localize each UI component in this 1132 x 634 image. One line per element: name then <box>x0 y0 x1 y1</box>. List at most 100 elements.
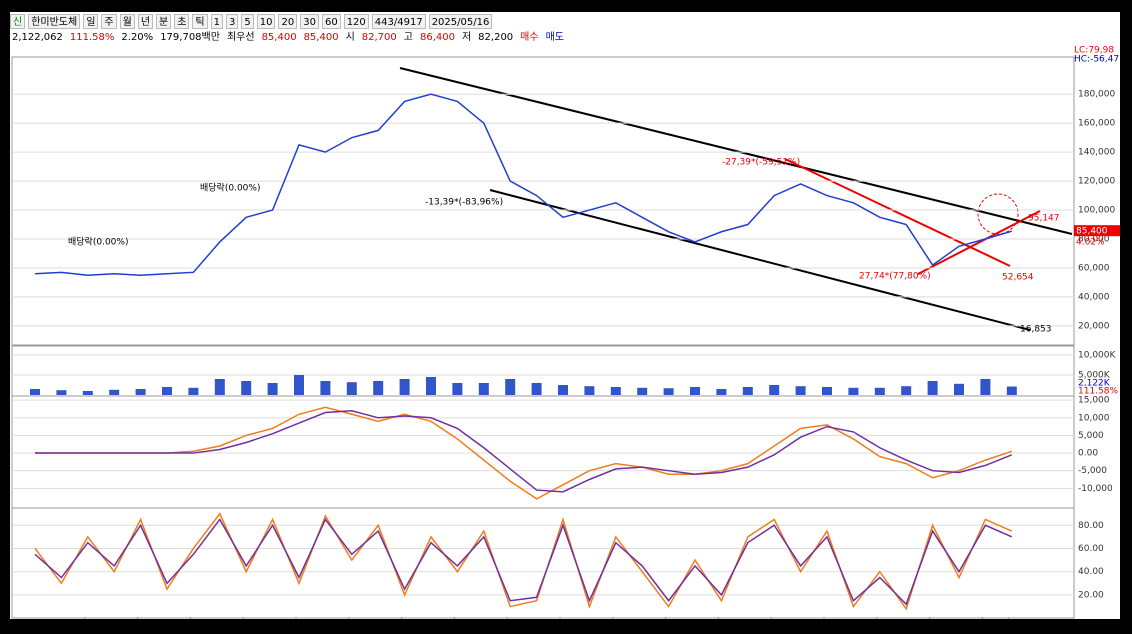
annotation: 16,853 <box>1020 325 1052 335</box>
volume-bar <box>267 383 278 395</box>
volume-bar <box>426 377 436 395</box>
volume-bar <box>769 385 780 395</box>
volume-bar <box>822 387 832 395</box>
y-tick-label: 5,000K <box>1078 371 1111 381</box>
period-button[interactable]: 20 <box>278 14 298 29</box>
period-button[interactable]: 주 <box>101 14 117 29</box>
info-item: 82,200 <box>478 32 514 43</box>
volume-bar <box>241 381 252 395</box>
count: 443/4917 <box>371 14 426 29</box>
change: 4.02% <box>1076 238 1105 248</box>
panel <box>11 507 1075 619</box>
info-item: 111.58% <box>69 32 115 43</box>
y-tick-label: 180,000 <box>1078 90 1115 100</box>
series-line <box>34 93 1013 276</box>
lc: LC:79,98 <box>1074 46 1114 56</box>
stock-name: 한미반도체 <box>28 14 81 29</box>
volume-bar <box>610 387 621 395</box>
period-button[interactable]: 120 <box>343 14 369 29</box>
volume-bar <box>716 389 727 395</box>
toolbar: 신 한미반도체 일 주 월 년 분 초 틱 1 3 5 10 20 30 60 120 443/4917 2025/… <box>10 14 493 29</box>
y-tick-label: 10,000K <box>1078 351 1116 361</box>
period-button[interactable]: 분 <box>156 14 172 29</box>
period-button[interactable]: 60 <box>321 14 341 29</box>
info-item: 2,122,062 <box>12 32 63 43</box>
volume-bar <box>874 387 885 395</box>
period-button[interactable]: 초 <box>174 14 190 29</box>
y-tick-label: 140,000 <box>1078 148 1115 158</box>
y-tick-label: 60,000 <box>1078 263 1110 273</box>
volume-bar <box>795 386 806 395</box>
volume-bar <box>742 387 753 395</box>
y-tick-label: -10,000 <box>1078 484 1113 494</box>
volume-bar <box>399 379 410 395</box>
volume-bar <box>901 386 912 395</box>
info-item: 2.20% <box>121 32 154 43</box>
info-bar: 2,122,062 111.58% 2.20% 179,708백만 최우선 85,400 8… <box>10 30 566 45</box>
volume-bar <box>558 385 568 395</box>
volume-bar <box>505 379 516 395</box>
volume-bar <box>584 386 595 395</box>
period-button[interactable]: 5 <box>241 14 254 29</box>
period-button[interactable]: 1 <box>210 14 223 29</box>
annotation: -13,39*(-83,96%) <box>425 198 503 208</box>
volume-bar <box>135 389 146 395</box>
y-tick-label: 40.00 <box>1078 567 1104 577</box>
volume-bar <box>637 387 648 395</box>
annotation: 배당락(0.00%) <box>200 182 260 194</box>
period-button[interactable]: 10 <box>256 14 276 29</box>
y-tick-label: 120,000 <box>1078 177 1115 187</box>
info-item: 85,400 <box>303 32 339 43</box>
volume-ratio: 111.58% <box>1078 387 1118 397</box>
period-button[interactable]: 30 <box>300 14 319 29</box>
app-window: 신 한미반도체 일 주 월 년 분 초 틱 1 3 5 10 20 30 60 120 443/4917 2025/… <box>10 12 1120 619</box>
info-item: 고 <box>403 32 413 43</box>
series-line <box>34 512 1013 611</box>
date-field[interactable]: 2025/05/16 <box>428 14 493 29</box>
info-item: 최우선 <box>226 32 255 43</box>
y-tick-label: 15,000 <box>1078 396 1110 406</box>
info-item: 시 <box>345 32 355 43</box>
volume-bar <box>690 387 700 395</box>
volume-bar <box>373 381 384 395</box>
buy-button[interactable]: 매수 <box>520 32 539 43</box>
volume-bar <box>346 382 357 395</box>
y-tick-label: 80,000 <box>1078 235 1110 245</box>
y-tick-label: 80.00 <box>1078 521 1104 531</box>
series-line <box>35 409 1013 493</box>
volume-bar <box>109 389 120 395</box>
current-price: 85,400 <box>1076 227 1108 237</box>
volume-bar <box>663 388 674 395</box>
sell-button[interactable]: 매도 <box>545 32 564 43</box>
volume-bar <box>954 383 964 395</box>
period-button[interactable]: 월 <box>119 14 135 29</box>
volume-bar <box>848 387 859 395</box>
volume-bar <box>188 387 199 395</box>
volume-bar <box>980 379 991 395</box>
series-line <box>34 517 1013 606</box>
y-tick-label: 10,000 <box>1078 413 1110 423</box>
series-line <box>35 406 1013 500</box>
y-tick-label: 20,000 <box>1078 321 1110 331</box>
volume-bar <box>214 379 225 395</box>
info-item: 85,400 <box>261 32 297 43</box>
volume-bar <box>452 383 463 395</box>
y-tick-label: 20.00 <box>1078 590 1104 600</box>
period-button[interactable]: 3 <box>226 14 239 29</box>
annotation: 배당락(0.00%) <box>68 236 128 248</box>
volume-bar <box>56 390 67 395</box>
period-button[interactable]: 일 <box>83 14 99 29</box>
volume-bar <box>478 383 489 395</box>
annotation: -27,39*(-59,51%) <box>722 158 800 168</box>
y-tick-label: 100,000 <box>1078 206 1115 216</box>
y-tick-label: 5,000 <box>1078 431 1104 441</box>
y-tick-label: 0.00 <box>1078 449 1098 459</box>
period-button[interactable]: 틱 <box>192 14 208 29</box>
y-tick-label: -5,000 <box>1078 466 1107 476</box>
badge: 신 <box>10 14 26 29</box>
y-tick-label: 160,000 <box>1078 119 1115 129</box>
volume-bar <box>162 387 172 395</box>
info-item: 86,400 <box>419 32 455 43</box>
period-button[interactable]: 년 <box>137 14 154 29</box>
current-price-box <box>1074 225 1120 237</box>
